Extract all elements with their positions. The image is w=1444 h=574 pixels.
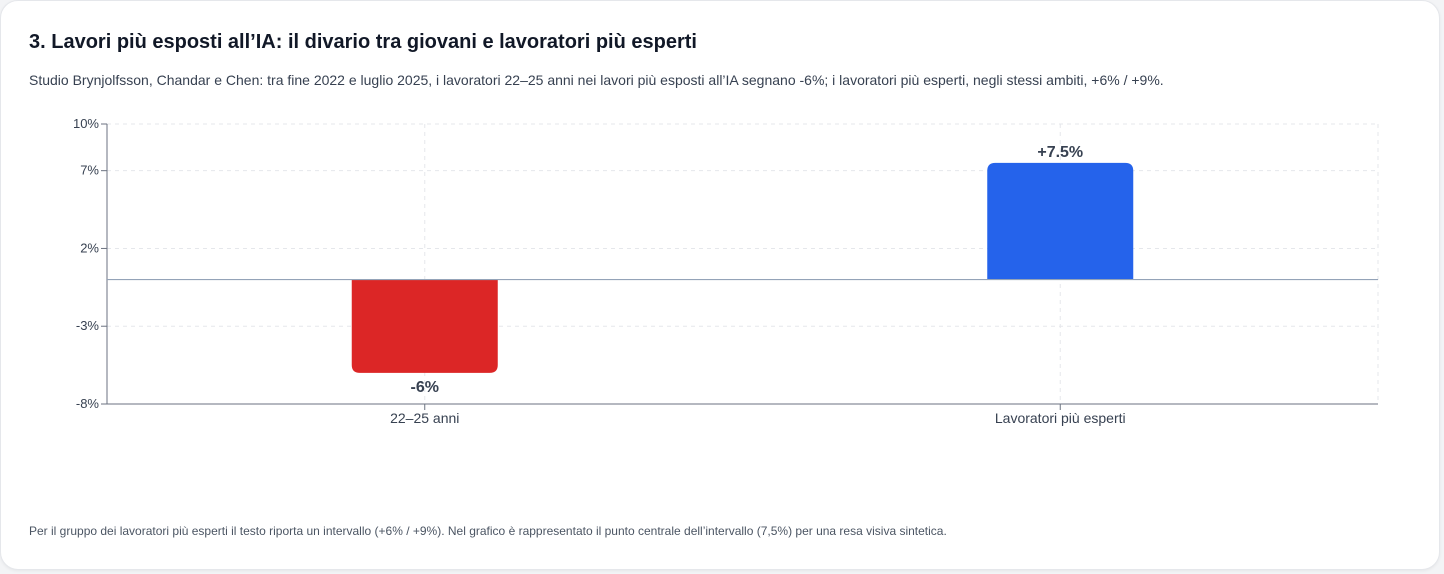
chart-title: 3. Lavori più esposti all’IA: il divario…	[29, 31, 697, 53]
bar-2	[987, 162, 1134, 280]
bar-1	[351, 279, 498, 373]
data-label: -6%	[411, 379, 439, 396]
y-tick-label: 10%	[73, 116, 99, 131]
y-tick-label: -3%	[76, 318, 100, 333]
data-label: +7.5%	[1037, 144, 1083, 161]
y-tick-label: -8%	[76, 396, 100, 411]
y-tick-label: 2%	[80, 240, 99, 255]
chart-footnote: Per il gruppo dei lavoratori più esperti…	[29, 524, 947, 538]
chart-subtitle: Studio Brynjolfsson, Chandar e Chen: tra…	[29, 72, 1164, 88]
y-tick-label: 7%	[80, 163, 99, 178]
x-tick-label: Lavoratori più esperti	[995, 410, 1126, 426]
x-tick-label: 22–25 anni	[390, 410, 459, 426]
